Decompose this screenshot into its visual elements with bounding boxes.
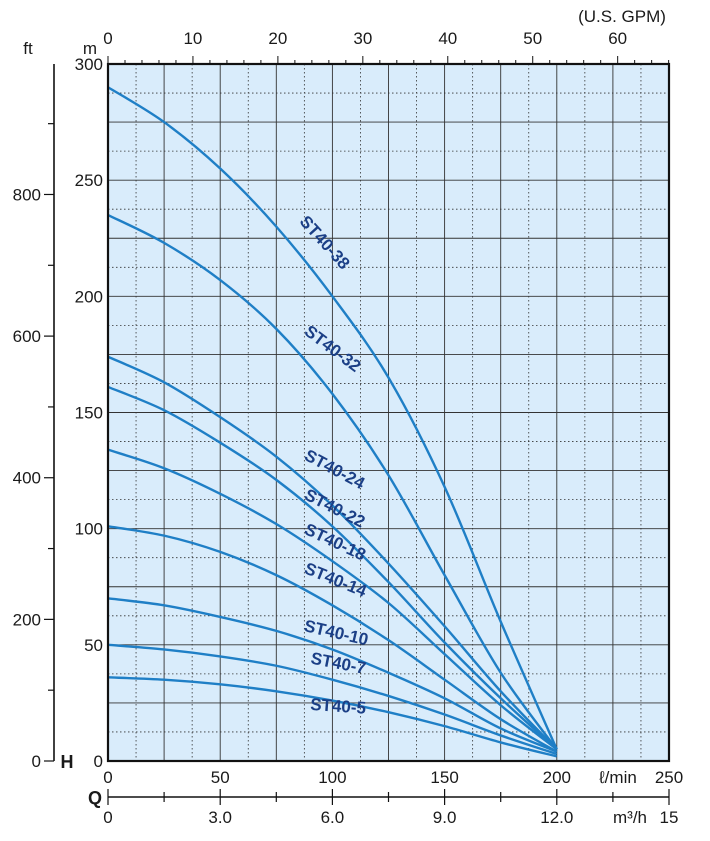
m-tick-label: 300 <box>75 55 103 74</box>
m-tick-label: 150 <box>75 404 103 423</box>
gpm-axis-ticks: 0 10 20 30 40 50 60 <box>103 29 670 64</box>
ft-tick-label: 800 <box>13 185 41 204</box>
m3h-tick-label: 12.0 <box>540 808 573 827</box>
gpm-tick-label: 50 <box>523 29 542 48</box>
m3h-tick-label: 3.0 <box>208 808 232 827</box>
m3h-tick-label: 6.0 <box>321 808 345 827</box>
m3h-tick-label: 9.0 <box>433 808 457 827</box>
q-axis-label: Q <box>88 788 102 808</box>
lmin-tick-label: 150 <box>430 768 458 787</box>
series-line-st40-24 <box>107 355 558 751</box>
m-tick-label: 0 <box>94 752 103 771</box>
m-tick-label: 100 <box>75 520 103 539</box>
m3h-tick-label: 15 <box>660 808 679 827</box>
series-line-st40-5 <box>107 676 558 758</box>
gpm-tick-label: 10 <box>183 29 202 48</box>
lmin-tick-label: 250 <box>655 768 683 787</box>
ft-tick-label: 0 <box>32 752 41 771</box>
series-line-st40-14 <box>107 525 558 753</box>
m-tick-label: 250 <box>75 171 103 190</box>
gpm-tick-label: 20 <box>268 29 287 48</box>
plot-frame <box>106 62 671 763</box>
h-axis-label: H <box>61 752 74 772</box>
ft-tick-label: 400 <box>13 469 41 488</box>
ft-unit-label: ft <box>23 39 33 58</box>
series-line-st40-10 <box>107 597 558 753</box>
gpm-unit-label: (U.S. GPM) <box>578 7 666 26</box>
gpm-tick-label: 30 <box>353 29 372 48</box>
series-line-st40-38 <box>107 86 558 750</box>
lmin-tick-label: 50 <box>211 768 230 787</box>
gpm-tick-label: 40 <box>438 29 457 48</box>
m3h-axis-ticks: 0 3.0 6.0 9.0 12.0 15 <box>103 789 678 827</box>
lmin-unit-label: ℓ/min <box>598 768 637 787</box>
m-tick-label: 50 <box>84 636 103 655</box>
series-label-st40-5: ST40-5 <box>310 695 367 718</box>
major-grid <box>108 64 669 761</box>
m-axis-ticks: 0 50 100 150 200 250 300 <box>75 55 103 771</box>
series-line-st40-32 <box>107 213 558 751</box>
series-line-st40-22 <box>107 385 558 751</box>
gpm-tick-label: 60 <box>608 29 627 48</box>
lmin-tick-label: 200 <box>543 768 571 787</box>
gpm-tick-label: 0 <box>103 29 112 48</box>
ft-axis-ticks: 0 200 400 600 800 <box>13 123 54 771</box>
lmin-tick-label: 100 <box>318 768 346 787</box>
m3h-tick-label: 0 <box>103 808 112 827</box>
series-line-st40-18 <box>107 448 558 751</box>
ft-tick-label: 600 <box>13 327 41 346</box>
m-unit-label: m <box>83 39 97 58</box>
ft-tick-label: 200 <box>13 610 41 629</box>
m3h-unit-label: m³/h <box>613 808 647 827</box>
lmin-tick-label: 0 <box>103 768 112 787</box>
lmin-axis-ticks: 0 50 100 150 200 250 <box>103 768 683 787</box>
m-tick-label: 200 <box>75 287 103 306</box>
series-line-st40-7 <box>107 643 558 756</box>
